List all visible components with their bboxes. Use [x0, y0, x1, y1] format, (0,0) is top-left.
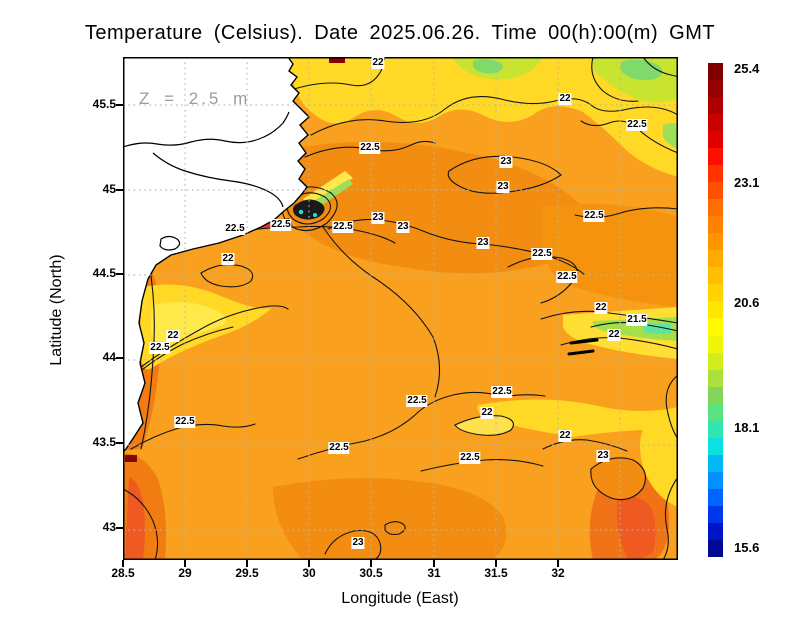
colorbar-segment	[708, 318, 723, 336]
colorbar-segment	[708, 352, 723, 370]
colorbar-segment	[708, 80, 723, 98]
colorbar-segment	[708, 199, 723, 217]
y-tick-mark	[116, 189, 123, 191]
colorbar-segment	[708, 335, 723, 353]
colorbar-segment	[708, 522, 723, 540]
y-axis-label: Latitude (North)	[48, 254, 65, 366]
y-tick-mark	[116, 273, 123, 275]
x-tick-label: 29.5	[235, 566, 259, 580]
colorbar-segment	[708, 114, 723, 132]
x-tick-mark	[308, 560, 310, 567]
x-tick-label: 31	[427, 566, 441, 580]
colorbar-segment	[708, 471, 723, 489]
x-tick-mark	[495, 560, 497, 567]
colorbar-tick-label: 18.1	[734, 420, 760, 436]
colorbar-segment	[708, 539, 723, 557]
y-tick-mark	[116, 442, 123, 444]
x-tick-mark	[557, 560, 559, 567]
y-tick-label: 45	[102, 182, 116, 196]
y-tick-label: 45.5	[92, 97, 116, 111]
y-tick-mark	[116, 357, 123, 359]
x-tick-label: 31.5	[484, 566, 508, 580]
x-tick-mark	[122, 560, 124, 567]
chart-title: Temperature (Celsius). Date 2025.06.26. …	[84, 22, 716, 44]
colorbar-segment	[708, 505, 723, 523]
colorbar-segment	[708, 131, 723, 149]
x-tick-label: 29	[178, 566, 192, 580]
colorbar-segment	[708, 165, 723, 183]
land-coastline	[123, 57, 311, 453]
x-tick-mark	[433, 560, 435, 567]
colorbar-segment	[708, 420, 723, 438]
x-tick-label: 30.5	[359, 566, 383, 580]
temperature-map	[123, 57, 678, 560]
y-tick-label: 43	[102, 520, 116, 534]
colorbar-segment	[708, 369, 723, 387]
x-tick-label: 32	[551, 566, 565, 580]
colorbar-segment	[708, 63, 723, 81]
colorbar-segment	[708, 403, 723, 421]
colorbar-tick-label: 25.4	[734, 60, 760, 76]
colorbar-segment	[708, 386, 723, 404]
y-tick-mark	[116, 104, 123, 106]
colorbar-segment	[708, 301, 723, 319]
colorbar-segment	[708, 454, 723, 472]
colorbar-segment	[708, 148, 723, 166]
y-tick-label: 44.5	[92, 266, 116, 280]
y-tick-mark	[116, 527, 123, 529]
x-tick-mark	[370, 560, 372, 567]
x-axis-label: Longitude (East)	[341, 590, 459, 607]
colorbar-tick-label: 23.1	[734, 175, 760, 191]
colorbar-segment	[708, 233, 723, 251]
colorbar	[708, 63, 723, 557]
colorbar-segment	[708, 250, 723, 268]
colorbar-segment	[708, 216, 723, 234]
colorbar-segment	[708, 437, 723, 455]
x-tick-label: 30	[302, 566, 316, 580]
colorbar-segment	[708, 267, 723, 285]
x-tick-mark	[184, 560, 186, 567]
y-tick-label: 43.5	[92, 435, 116, 449]
colorbar-tick-label: 20.6	[734, 295, 760, 311]
colorbar-tick-label: 15.6	[734, 539, 760, 555]
colorbar-segment	[708, 182, 723, 200]
colorbar-segment	[708, 97, 723, 115]
x-tick-mark	[246, 560, 248, 567]
x-tick-label: 28.5	[111, 566, 135, 580]
colorbar-segment	[708, 284, 723, 302]
y-tick-label: 44	[102, 350, 116, 364]
colorbar-segment	[708, 488, 723, 506]
